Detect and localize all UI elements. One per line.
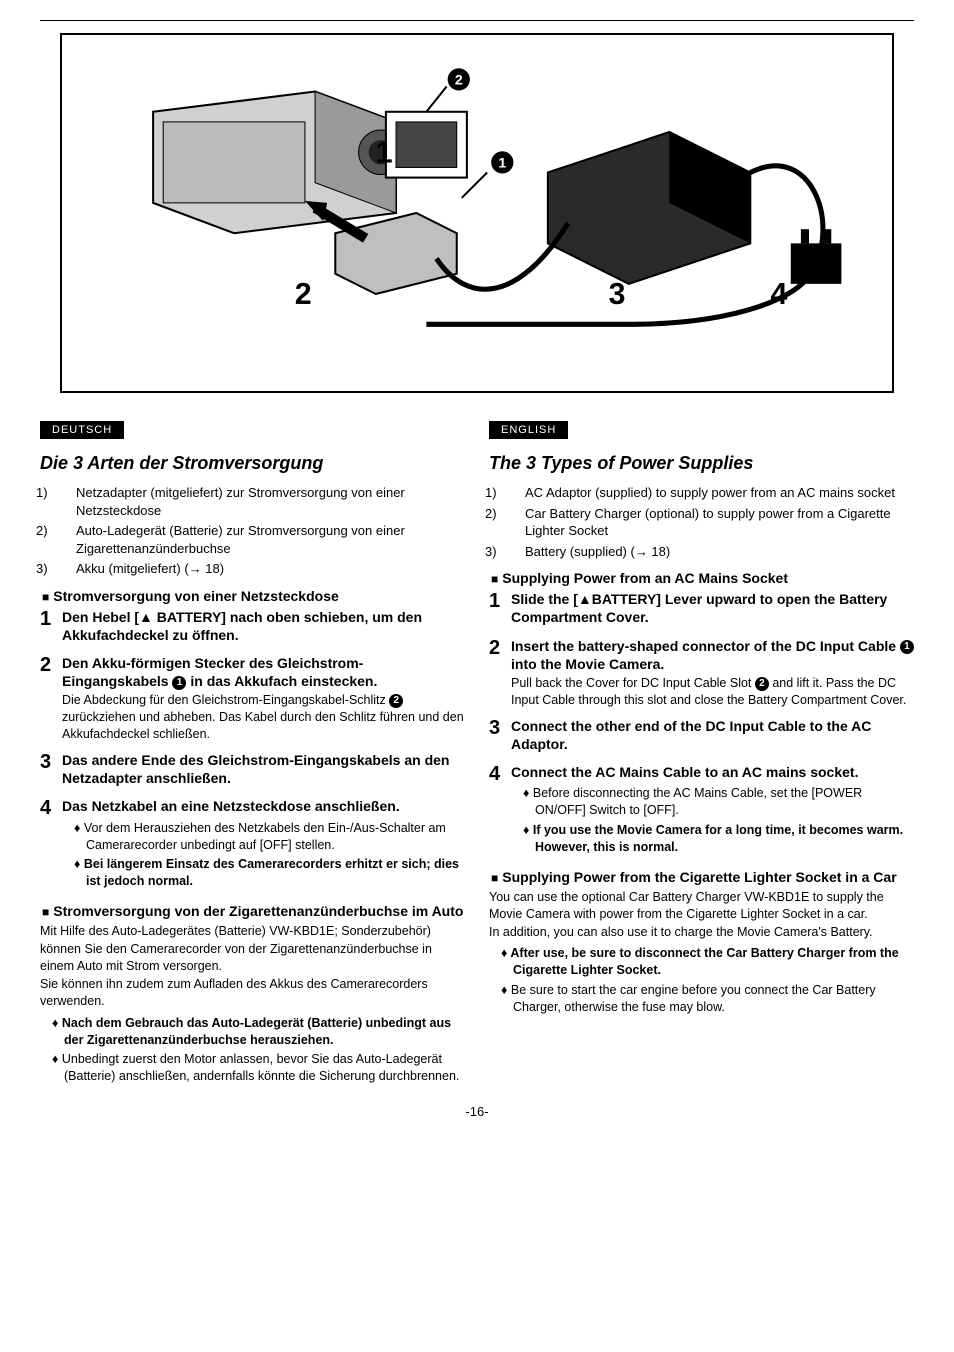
diagram-figure: 1 2 1 2 3 4 (60, 33, 894, 393)
intro-en-3: Battery (supplied) (→ 18) (525, 544, 670, 559)
steps-de: 1Den Hebel [▲ BATTERY] nach oben schiebe… (40, 608, 465, 893)
svg-text:1: 1 (376, 136, 393, 169)
step1-en: Slide the [▲BATTERY] Lever upward to ope… (511, 590, 914, 626)
sec1-head-de: ■Stromversorgung von einer Netzsteckdose (40, 588, 465, 604)
step4-bullets-en: Before disconnecting the AC Mains Cable,… (511, 785, 914, 856)
sec2-bullets-de: Nach dem Gebrauch das Auto-Ladegerät (Ba… (40, 1015, 465, 1086)
step2-de: Den Akku-förmigen Stecker des Gleichstro… (62, 654, 465, 690)
column-english: ENGLISH The 3 Types of Power Supplies 1)… (489, 421, 914, 1088)
step3-de: Das andere Ende des Gleichstrom-Eingangs… (62, 751, 465, 787)
step4-en: Connect the AC Mains Cable to an AC main… (511, 763, 914, 781)
svg-text:2: 2 (295, 278, 312, 311)
column-deutsch: DEUTSCH Die 3 Arten der Stromversorgung … (40, 421, 465, 1088)
intro-en-2: Car Battery Charger (optional) to supply… (525, 506, 891, 539)
step3-en: Connect the other end of the DC Input Ca… (511, 717, 914, 753)
sec2-para-de: Mit Hilfe des Auto-Ladegerätes (Batterie… (40, 923, 465, 1011)
page-number: -16- (40, 1104, 914, 1119)
step4-bullets-de: Vor dem Herausziehen des Netzkabels den … (62, 820, 465, 891)
intro-en-1: AC Adaptor (supplied) to supply power fr… (525, 485, 895, 500)
sec2-head-de: ■Stromversorgung von der Zigarettenanzün… (40, 903, 465, 919)
step4-de: Das Netzkabel an eine Netzsteckdose ansc… (62, 797, 465, 815)
steps-en: 1Slide the [▲BATTERY] Lever upward to op… (489, 590, 914, 859)
svg-text:3: 3 (609, 278, 626, 311)
intro-de-1: Netzadapter (mitgeliefert) zur Stromvers… (76, 485, 405, 518)
step2-note-en: Pull back the Cover for DC Input Cable S… (511, 675, 914, 709)
lang-tag-de: DEUTSCH (40, 421, 124, 439)
sec2-head-en: ■Supplying Power from the Cigarette Ligh… (489, 869, 914, 885)
step2-note-de: Die Abdeckung für den Gleichstrom-Eingan… (62, 692, 465, 743)
step2-en: Insert the battery-shaped connector of t… (511, 637, 914, 673)
title-en: The 3 Types of Power Supplies (489, 453, 914, 474)
svg-text:2: 2 (455, 72, 463, 88)
sec2-para-en: You can use the optional Car Battery Cha… (489, 889, 914, 942)
page-top-rule (40, 20, 914, 21)
lang-tag-en: ENGLISH (489, 421, 568, 439)
step1-de: Den Hebel [▲ BATTERY] nach oben schieben… (62, 608, 465, 644)
intro-list-de: 1)Netzadapter (mitgeliefert) zur Stromve… (40, 484, 465, 578)
intro-list-en: 1)AC Adaptor (supplied) to supply power … (489, 484, 914, 560)
sec2-bullets-en: After use, be sure to disconnect the Car… (489, 945, 914, 1016)
diagram-svg: 1 2 1 2 3 4 (62, 35, 892, 391)
intro-de-2: Auto-Ladegerät (Batterie) zur Stromverso… (76, 523, 405, 556)
svg-text:4: 4 (771, 278, 788, 311)
sec1-head-en: ■Supplying Power from an AC Mains Socket (489, 570, 914, 586)
title-de: Die 3 Arten der Stromversorgung (40, 453, 465, 474)
intro-de-3: Akku (mitgeliefert) (→ 18) (76, 561, 224, 576)
svg-text:1: 1 (498, 155, 506, 171)
